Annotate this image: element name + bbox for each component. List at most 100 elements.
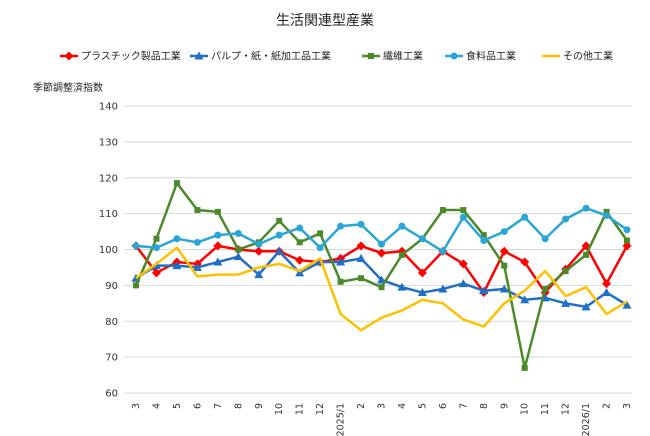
series-4 — [132, 204, 631, 255]
legend: プラスチック製品工業 パルプ・紙・紙加工品工業 繊維工業 食料品工業 その他工業 — [60, 50, 613, 63]
data-point — [133, 282, 139, 289]
data-point — [479, 286, 489, 295]
data-point — [255, 240, 263, 248]
data-point — [602, 279, 612, 289]
x-tick-label: 7 — [213, 403, 224, 409]
x-tick-label: 3 — [131, 403, 142, 409]
data-point — [438, 284, 448, 293]
data-point — [603, 211, 611, 219]
series-2 — [131, 246, 632, 311]
x-tick-label: 9 — [499, 403, 510, 409]
series-5 — [135, 246, 628, 332]
data-point — [64, 51, 74, 61]
data-point — [501, 262, 508, 269]
data-point — [417, 268, 427, 278]
data-point — [173, 180, 180, 187]
data-point — [317, 230, 324, 237]
data-point — [234, 229, 242, 237]
data-point — [194, 207, 201, 214]
data-point — [623, 226, 631, 234]
x-tick-label: 10 — [520, 403, 531, 415]
data-point — [602, 288, 612, 297]
data-point — [356, 241, 366, 251]
data-point — [622, 300, 632, 309]
data-point — [316, 244, 324, 252]
data-point — [458, 279, 468, 288]
data-point — [499, 246, 509, 256]
data-point — [214, 208, 221, 215]
data-point — [254, 246, 264, 256]
data-point — [520, 295, 530, 304]
y-tick-label: 120 — [99, 173, 118, 184]
data-point — [274, 246, 284, 255]
legend-label: プラスチック製品工業 — [81, 50, 181, 63]
data-point — [520, 257, 530, 267]
data-point — [603, 208, 610, 215]
x-tick-label: 10 — [274, 403, 285, 415]
data-point — [417, 288, 427, 297]
data-point — [480, 232, 487, 239]
x-tick-label: 2026/1 — [581, 403, 592, 436]
data-point — [378, 240, 385, 248]
data-point — [581, 302, 591, 311]
x-tick-label: 2025/1 — [336, 403, 347, 436]
data-point — [521, 213, 529, 221]
data-point — [213, 241, 223, 251]
data-point — [193, 238, 201, 246]
data-point — [173, 235, 181, 243]
legend-item-2: パルプ・紙・紙加工品工業 — [190, 50, 331, 63]
x-tick-label: 7 — [458, 403, 469, 409]
data-point — [233, 252, 243, 261]
data-point — [459, 213, 467, 221]
y-tick-label: 100 — [99, 245, 118, 256]
data-point — [356, 253, 366, 262]
data-point — [295, 268, 305, 277]
data-point — [583, 251, 590, 258]
data-point — [235, 246, 242, 253]
x-tick-label: 12 — [315, 403, 326, 415]
series-3 — [133, 180, 630, 371]
data-point — [214, 231, 222, 239]
x-tick-label: 4 — [397, 403, 408, 409]
y-tick-label: 130 — [99, 137, 118, 148]
x-tick-label: 3 — [622, 403, 633, 409]
x-tick-label: 6 — [192, 403, 203, 409]
x-tick-label: 2 — [356, 403, 367, 409]
data-point — [194, 51, 204, 60]
x-tick-label: 11 — [295, 403, 306, 415]
data-point — [378, 284, 385, 291]
legend-item-3: 繊維工業 — [362, 50, 423, 63]
x-tick-label: 2 — [602, 403, 613, 409]
data-point — [368, 53, 374, 59]
data-point — [398, 251, 405, 258]
data-point — [254, 270, 264, 279]
y-tick-label: 70 — [105, 353, 118, 364]
x-axis: 3 4 5 6 7 8 9 10 11 12 2025/1 2 3 4 5 6 7 8 9 10 11 12 2026/1 2… — [131, 403, 633, 436]
x-tick-label: 4 — [151, 403, 162, 409]
legend-label: 繊維工業 — [383, 50, 423, 63]
chart-title: 生活関連型産業 — [276, 13, 374, 29]
x-tick-label: 5 — [172, 403, 183, 409]
data-point — [622, 241, 632, 251]
data-point — [398, 222, 406, 230]
data-point — [275, 231, 283, 239]
data-point — [152, 244, 160, 252]
y-axis: 60 70 80 90 100 110 120 130 140 — [99, 102, 118, 400]
data-point — [439, 247, 447, 255]
data-point — [561, 298, 571, 307]
y-tick-label: 90 — [105, 281, 118, 292]
data-point — [397, 282, 407, 291]
data-point — [521, 364, 528, 371]
x-tick-label: 9 — [254, 403, 265, 409]
data-point — [276, 217, 283, 224]
data-point — [450, 52, 458, 60]
x-tick-label: 11 — [540, 403, 551, 415]
data-point — [192, 262, 202, 271]
data-point — [460, 207, 467, 214]
x-tick-label: 3 — [377, 403, 388, 409]
series-line — [135, 246, 628, 332]
data-point — [296, 239, 303, 246]
data-point — [480, 237, 488, 245]
data-point — [172, 261, 182, 270]
